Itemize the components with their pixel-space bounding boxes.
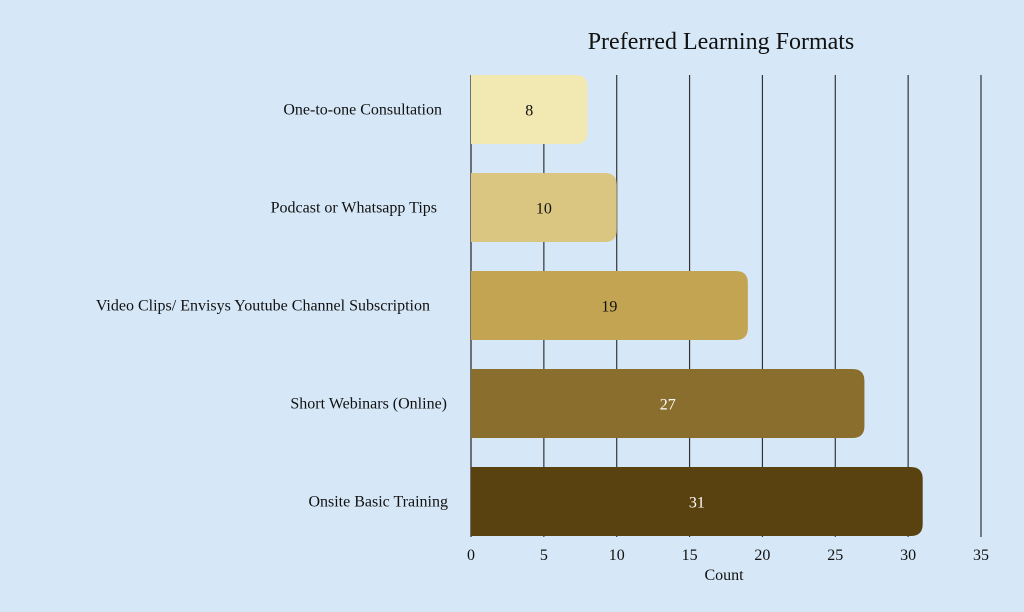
bars: 8 10 19 27 31 (471, 75, 923, 536)
category-labels: One-to-one Consultation Podcast or Whatsa… (96, 102, 448, 511)
category-label: Podcast or Whatsapp Tips (271, 200, 437, 217)
x-tick-label: 25 (827, 547, 843, 564)
bar (471, 369, 865, 438)
chart-title: Preferred Learning Formats (588, 29, 855, 55)
bar (471, 75, 588, 144)
bar-value-label: 27 (660, 397, 676, 414)
x-tick-label: 10 (609, 547, 625, 564)
bar-value-label: 10 (536, 201, 552, 218)
category-label: Short Webinars (Online) (290, 396, 447, 413)
bar-value-label: 31 (689, 495, 705, 512)
x-tick-label: 20 (754, 547, 770, 564)
bar-value-label: 19 (601, 299, 617, 316)
x-tick-label: 35 (973, 547, 989, 564)
category-label: One-to-one Consultation (283, 102, 442, 119)
x-tick-label: 0 (467, 547, 475, 564)
category-label: Onsite Basic Training (308, 494, 448, 511)
x-tick-label: 5 (540, 547, 548, 564)
bar (471, 467, 923, 536)
x-axis-label: Count (704, 567, 744, 584)
x-tick-labels: 0 5 10 15 20 25 30 35 (467, 547, 989, 564)
x-tick-label: 15 (682, 547, 698, 564)
bar (471, 271, 748, 340)
bar-value-label: 8 (525, 103, 533, 120)
bar (471, 173, 617, 242)
x-tick-label: 30 (900, 547, 916, 564)
category-label: Video Clips/ Envisys Youtube Channel Sub… (96, 298, 430, 315)
